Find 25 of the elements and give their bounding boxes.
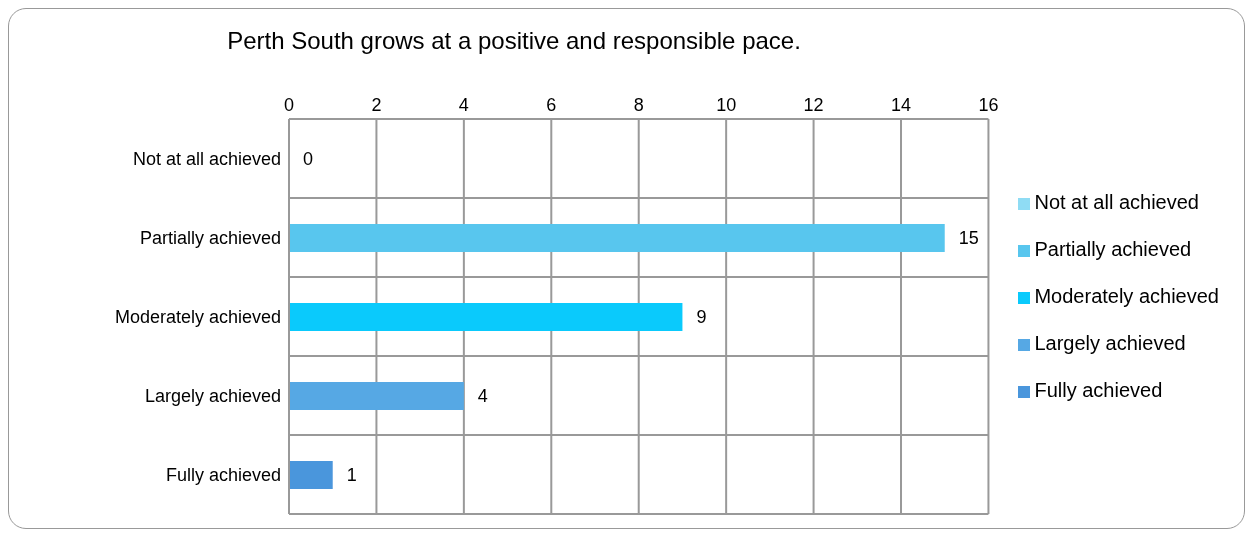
data-label: 0 (303, 149, 314, 169)
y-tick-label: Moderately achieved (114, 306, 281, 327)
x-tick-label: 6 (546, 95, 557, 115)
legend-label: Partially achieved (1034, 238, 1192, 260)
y-tick-label: Not at all achieved (132, 148, 281, 169)
data-label: 1 (346, 465, 357, 485)
y-tick-label: Partially achieved (139, 227, 281, 248)
y-tick-label: Fully achieved (165, 464, 281, 485)
x-tick-label: 14 (890, 95, 912, 115)
y-tick-label: Largely achieved (144, 385, 281, 406)
x-tick-label: 12 (803, 95, 824, 115)
x-tick-label: 2 (371, 95, 382, 115)
x-tick-label: 4 (458, 95, 469, 115)
legend-label: Largely achieved (1034, 332, 1186, 354)
x-tick-label: 16 (978, 95, 999, 115)
legend-label: Fully achieved (1034, 379, 1163, 401)
data-label: 4 (477, 386, 488, 406)
legend-label: Not at all achieved (1034, 191, 1199, 213)
legend-label: Moderately achieved (1034, 285, 1219, 307)
x-tick-label: 0 (283, 95, 295, 115)
chart-title: Perth South grows at a positive and responsible pace. (226, 27, 802, 55)
x-tick-label: 10 (716, 95, 737, 115)
data-label: 9 (696, 307, 707, 327)
data-label: 15 (958, 228, 979, 248)
x-tick-label: 8 (633, 95, 644, 115)
